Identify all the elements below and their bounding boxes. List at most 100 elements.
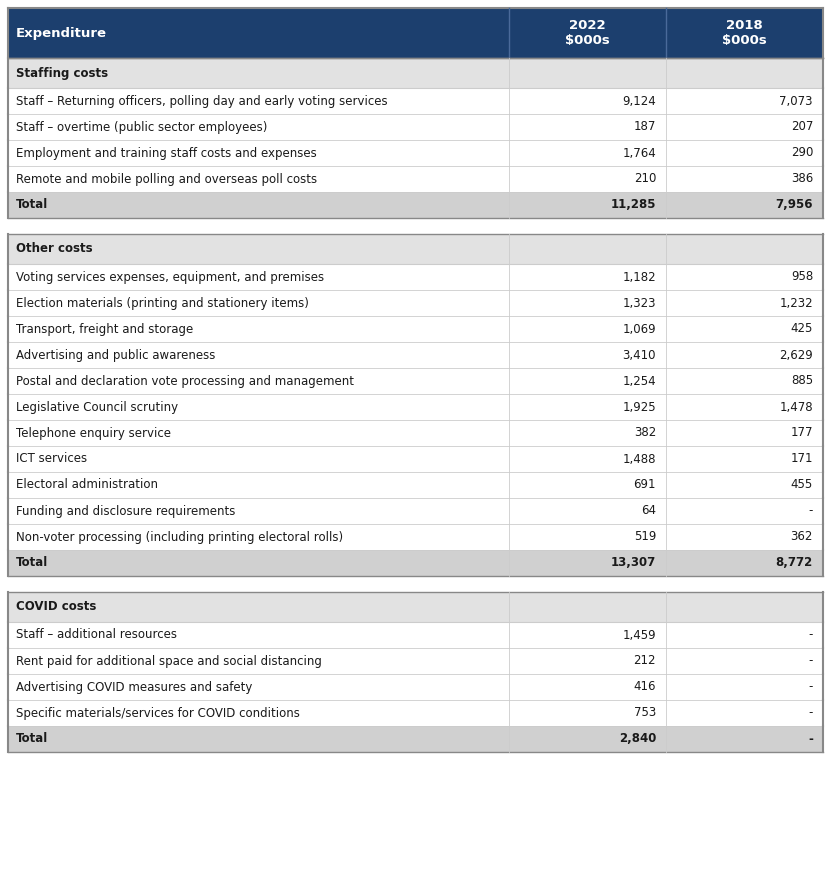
Bar bbox=[666, 394, 823, 420]
Bar bbox=[666, 342, 823, 368]
Bar bbox=[509, 726, 666, 752]
Text: 2,840: 2,840 bbox=[619, 733, 656, 745]
Text: Employment and training staff costs and expenses: Employment and training staff costs and … bbox=[16, 147, 317, 159]
Text: 1,764: 1,764 bbox=[622, 147, 656, 159]
Text: 177: 177 bbox=[790, 426, 813, 439]
Bar bbox=[666, 290, 823, 316]
Bar bbox=[666, 8, 823, 58]
Bar bbox=[509, 648, 666, 674]
Bar bbox=[509, 140, 666, 166]
Bar bbox=[509, 622, 666, 648]
Text: 64: 64 bbox=[641, 505, 656, 517]
Text: -: - bbox=[809, 706, 813, 720]
Bar bbox=[509, 368, 666, 394]
Bar bbox=[509, 192, 666, 218]
Text: 7,073: 7,073 bbox=[779, 95, 813, 108]
Bar bbox=[509, 316, 666, 342]
Text: Advertising and public awareness: Advertising and public awareness bbox=[16, 348, 215, 362]
Bar bbox=[666, 674, 823, 700]
Bar bbox=[666, 648, 823, 674]
Text: 425: 425 bbox=[790, 323, 813, 336]
Bar bbox=[8, 140, 509, 166]
Text: 1,069: 1,069 bbox=[622, 323, 656, 336]
Text: 1,488: 1,488 bbox=[622, 453, 656, 466]
Bar bbox=[8, 446, 509, 472]
Text: Advertising COVID measures and safety: Advertising COVID measures and safety bbox=[16, 681, 253, 694]
Text: 13,307: 13,307 bbox=[611, 557, 656, 569]
Text: Staff – Returning officers, polling day and early voting services: Staff – Returning officers, polling day … bbox=[16, 95, 387, 108]
Text: -: - bbox=[808, 733, 813, 745]
Bar bbox=[666, 368, 823, 394]
Text: 885: 885 bbox=[791, 375, 813, 387]
Bar bbox=[509, 472, 666, 498]
Text: Telephone enquiry service: Telephone enquiry service bbox=[16, 426, 171, 439]
Text: Electoral administration: Electoral administration bbox=[16, 478, 158, 492]
Bar bbox=[509, 88, 666, 114]
Text: 187: 187 bbox=[634, 120, 656, 133]
Text: 2018
$000s: 2018 $000s bbox=[722, 19, 767, 47]
Text: 171: 171 bbox=[790, 453, 813, 466]
Text: Other costs: Other costs bbox=[16, 242, 92, 255]
Text: Total: Total bbox=[16, 557, 48, 569]
Bar bbox=[666, 446, 823, 472]
Bar bbox=[666, 524, 823, 550]
Bar bbox=[509, 290, 666, 316]
Text: 207: 207 bbox=[790, 120, 813, 133]
Text: Transport, freight and storage: Transport, freight and storage bbox=[16, 323, 194, 336]
Bar bbox=[666, 472, 823, 498]
Text: 9,124: 9,124 bbox=[622, 95, 656, 108]
Bar bbox=[8, 368, 509, 394]
Text: Expenditure: Expenditure bbox=[16, 27, 107, 40]
Bar bbox=[509, 498, 666, 524]
Bar bbox=[8, 192, 509, 218]
Bar bbox=[666, 622, 823, 648]
Bar bbox=[8, 114, 509, 140]
Bar bbox=[8, 394, 509, 420]
Text: Staff – overtime (public sector employees): Staff – overtime (public sector employee… bbox=[16, 120, 268, 133]
Bar bbox=[509, 550, 666, 576]
Bar bbox=[509, 8, 666, 58]
Text: 1,232: 1,232 bbox=[779, 296, 813, 309]
Bar bbox=[509, 446, 666, 472]
Text: 1,182: 1,182 bbox=[622, 271, 656, 284]
Bar bbox=[8, 524, 509, 550]
Text: 362: 362 bbox=[790, 530, 813, 544]
Bar bbox=[8, 166, 509, 192]
Bar bbox=[509, 700, 666, 726]
Text: -: - bbox=[809, 629, 813, 642]
Text: 212: 212 bbox=[633, 654, 656, 667]
Text: Non-voter processing (including printing electoral rolls): Non-voter processing (including printing… bbox=[16, 530, 343, 544]
Text: 1,478: 1,478 bbox=[779, 400, 813, 414]
Text: 8,772: 8,772 bbox=[776, 557, 813, 569]
Bar bbox=[509, 420, 666, 446]
Bar bbox=[509, 342, 666, 368]
Bar bbox=[666, 700, 823, 726]
Bar bbox=[8, 498, 509, 524]
Bar bbox=[8, 592, 823, 622]
Bar bbox=[8, 576, 823, 592]
Bar bbox=[8, 264, 509, 290]
Text: 2,629: 2,629 bbox=[779, 348, 813, 362]
Text: Total: Total bbox=[16, 199, 48, 211]
Bar bbox=[666, 166, 823, 192]
Bar bbox=[666, 726, 823, 752]
Bar bbox=[8, 290, 509, 316]
Text: ICT services: ICT services bbox=[16, 453, 87, 466]
Bar bbox=[509, 394, 666, 420]
Text: Election materials (printing and stationery items): Election materials (printing and station… bbox=[16, 296, 309, 309]
Bar bbox=[666, 420, 823, 446]
Bar bbox=[666, 316, 823, 342]
Bar bbox=[8, 726, 509, 752]
Text: Specific materials/services for COVID conditions: Specific materials/services for COVID co… bbox=[16, 706, 300, 720]
Bar bbox=[8, 342, 509, 368]
Bar bbox=[8, 550, 509, 576]
Text: 1,459: 1,459 bbox=[622, 629, 656, 642]
Text: 519: 519 bbox=[634, 530, 656, 544]
Text: 753: 753 bbox=[634, 706, 656, 720]
Text: 416: 416 bbox=[633, 681, 656, 694]
Text: Legislative Council scrutiny: Legislative Council scrutiny bbox=[16, 400, 178, 414]
Bar bbox=[666, 264, 823, 290]
Bar bbox=[509, 524, 666, 550]
Bar bbox=[8, 316, 509, 342]
Bar bbox=[8, 58, 823, 88]
